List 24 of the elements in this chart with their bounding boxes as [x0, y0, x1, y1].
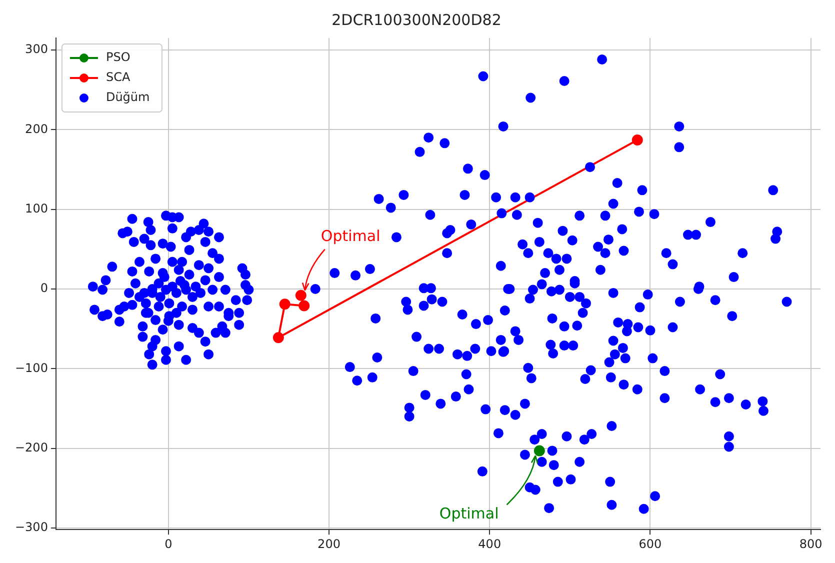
y-tick-label: 0 [40, 281, 48, 296]
x-tick-label: 600 [638, 536, 662, 551]
legend-label: PSO [106, 50, 130, 64]
x-tick-label: 200 [318, 536, 340, 551]
legend-label: Düğüm [106, 90, 150, 104]
y-tick-label: −300 [14, 520, 48, 534]
y-tick-label: 100 [25, 201, 48, 216]
point [279, 298, 290, 310]
x-tick-label: 0 [164, 536, 172, 551]
point [534, 445, 545, 456]
x-tick-label: 400 [478, 536, 502, 551]
x-tick-label: 800 [799, 536, 822, 551]
y-tick-label: 200 [25, 122, 48, 136]
legend-label: SCA [106, 70, 131, 84]
chart-title: 2DCR100300N200D82 [332, 10, 502, 29]
y-tick-label: 300 [25, 42, 48, 56]
point [298, 300, 310, 312]
point [632, 134, 643, 146]
annotation: Optimal [439, 504, 499, 523]
point [272, 332, 284, 344]
point [295, 290, 306, 301]
y-tick-label: −200 [14, 440, 48, 454]
annotation: Optimal [320, 227, 380, 246]
y-tick-label: −100 [14, 360, 48, 375]
